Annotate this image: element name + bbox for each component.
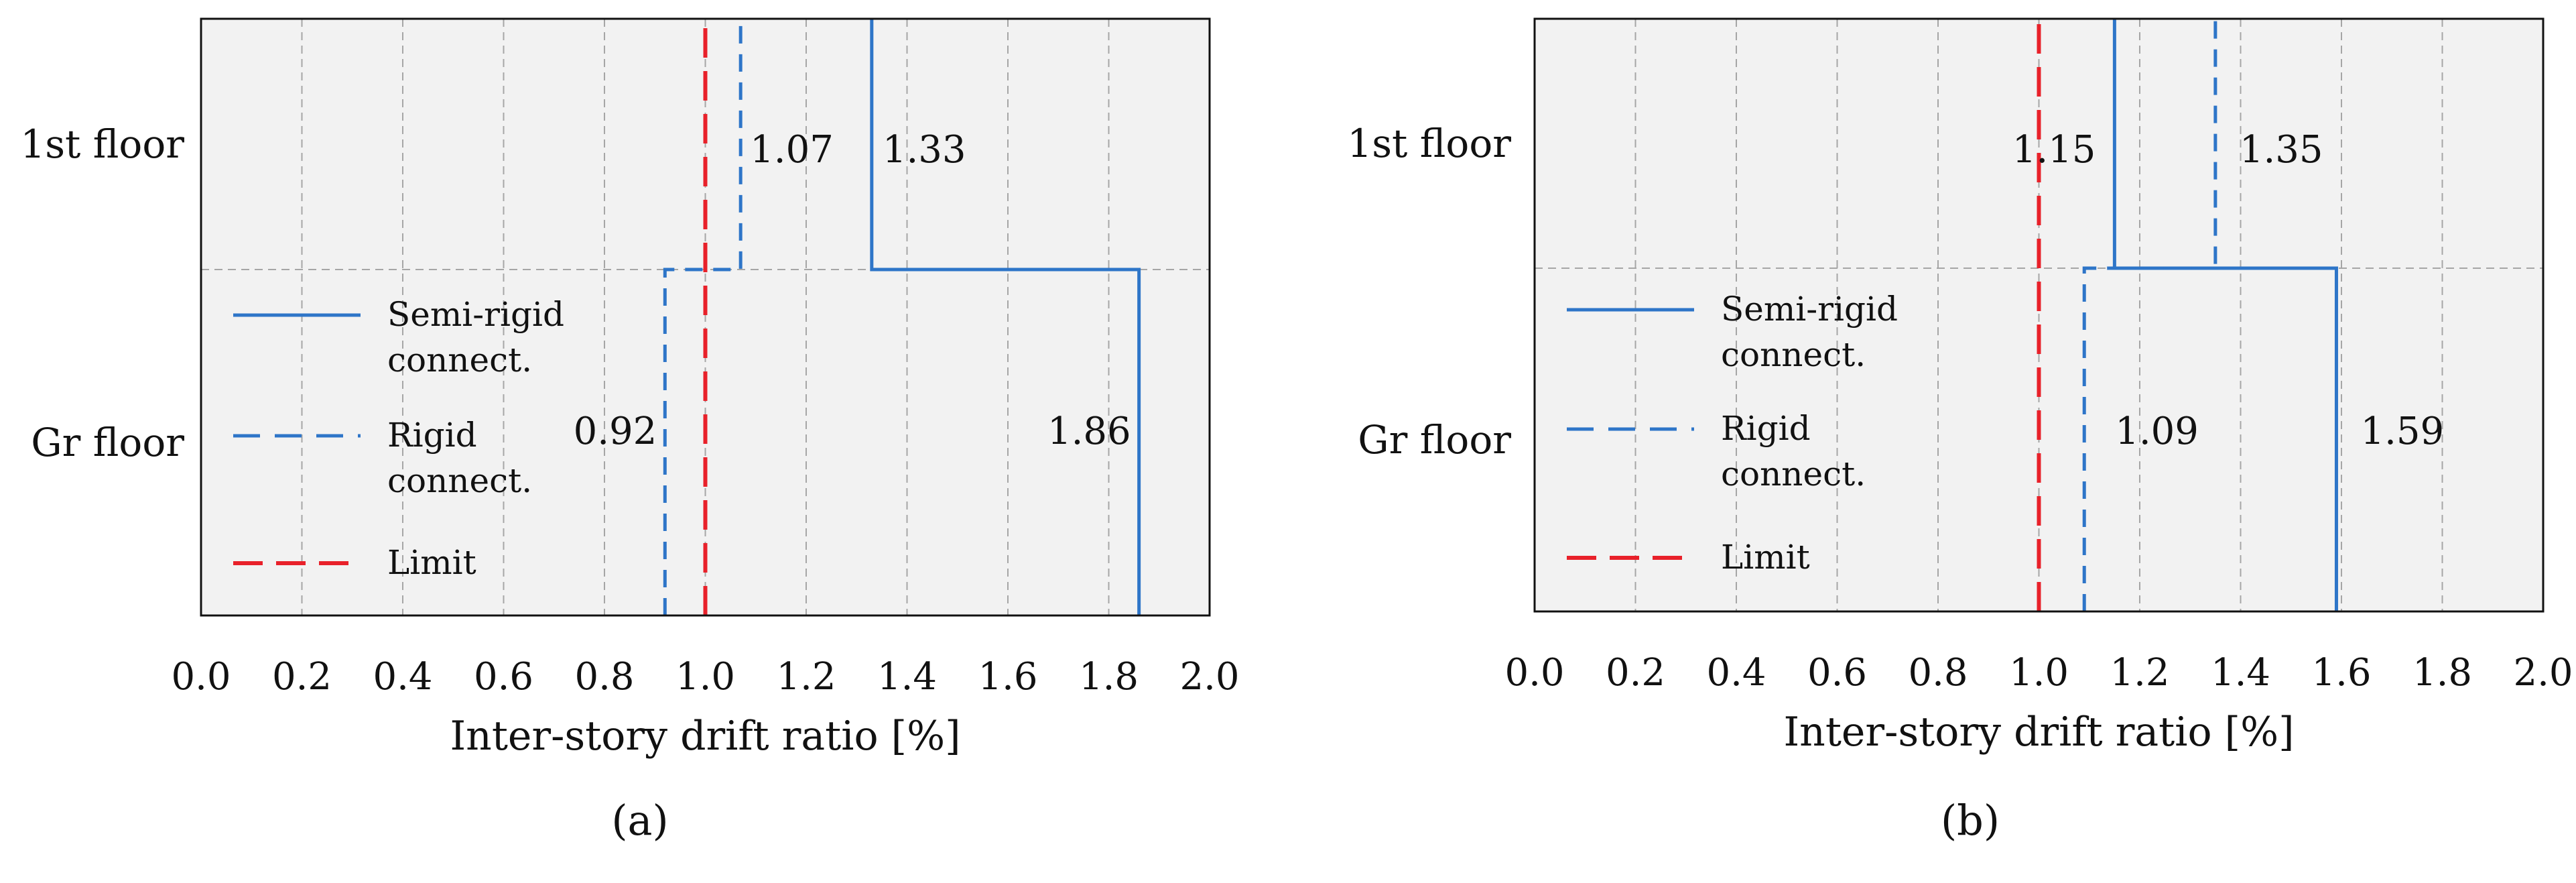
x-axis-title: Inter-story drift ratio [%] — [450, 713, 960, 760]
x-tick-label: 0.6 — [474, 655, 533, 699]
series-line-semi-rigid-connect — [2112, 19, 2338, 611]
legend-label-line: Rigid — [1721, 409, 1821, 448]
data-label: 1.33 — [883, 128, 966, 172]
x-tick-label: 1.0 — [2009, 651, 2069, 695]
x-tick-label: 1.0 — [675, 655, 735, 699]
x-tick-label: 1.6 — [978, 655, 1037, 699]
series-line-semi-rigid-connect — [870, 19, 1141, 615]
panel-label: (a) — [611, 796, 668, 845]
x-tick-label: 2.0 — [2513, 651, 2573, 695]
series-line-rigid-connect — [663, 19, 743, 615]
data-label: 1.35 — [2240, 128, 2323, 172]
x-tick-label: 0.4 — [373, 655, 432, 699]
x-tick-label: 1.6 — [2311, 651, 2371, 695]
plot-frame — [1533, 17, 2545, 613]
data-label: 1.07 — [750, 128, 834, 172]
legend-label-line: connect. — [1721, 335, 1866, 374]
legend-label: Rigid connect. — [1721, 409, 1866, 493]
y-category-label: 1st floor — [20, 121, 184, 167]
x-tick-label: 0.8 — [574, 655, 634, 699]
data-label: 0.92 — [574, 410, 657, 453]
x-tick-label: 1.2 — [2110, 651, 2169, 695]
data-label: 1.86 — [1047, 410, 1131, 453]
legend-label: Semi-rigid connect. — [387, 295, 575, 379]
legend-label: Semi-rigid connect. — [1721, 290, 1909, 374]
x-tick-label: 1.8 — [2412, 651, 2472, 695]
legend-label-line: Rigid — [387, 416, 488, 455]
data-label: 1.09 — [2115, 410, 2199, 453]
legend-label: Limit — [1721, 538, 1810, 577]
legend-label-line: connect. — [387, 461, 532, 500]
x-tick-label: 0.4 — [1706, 651, 1766, 695]
x-tick-label: 0.2 — [272, 655, 332, 699]
panel-label: (b) — [1941, 796, 2000, 845]
y-category-label: Gr floor — [31, 420, 184, 465]
series-line-rigid-connect — [2082, 19, 2217, 611]
y-category-label: 1st floor — [1347, 121, 1511, 166]
x-tick-label: 0.0 — [171, 655, 231, 699]
legend-label-line: Semi-rigid — [387, 295, 575, 334]
legend-label: Rigid connect. — [387, 416, 532, 500]
x-tick-label: 0.6 — [1807, 651, 1867, 695]
legend-label-line: Semi-rigid — [1721, 290, 1909, 329]
x-axis-title: Inter-story drift ratio [%] — [1783, 709, 2294, 756]
x-tick-label: 0.0 — [1504, 651, 1564, 695]
x-tick-label: 1.8 — [1079, 655, 1139, 699]
legend-label-line: connect. — [387, 341, 532, 379]
x-tick-label: 2.0 — [1179, 655, 1239, 699]
y-category-label: Gr floor — [1358, 417, 1511, 463]
x-tick-label: 1.2 — [776, 655, 836, 699]
data-label: 1.15 — [2012, 128, 2096, 172]
legend-label: Limit — [387, 543, 476, 582]
chart-panel-a: 1.86 1.33 0.92 1.07 0.0 0.2 0.4 0.6 0.8 1.0 1.2 1.4… — [20, 17, 1240, 845]
plot-frame — [200, 17, 1211, 617]
data-label: 1.59 — [2360, 410, 2444, 453]
x-tick-label: 0.2 — [1606, 651, 1665, 695]
legend-label-line: connect. — [1721, 455, 1866, 493]
chart-panel-b: 1.59 1.15 1.09 1.35 0.0 0.2 0.4 0.6 0.8 1.0 1.2 1.4… — [1347, 17, 2573, 845]
x-tick-label: 1.4 — [877, 655, 937, 699]
x-tick-label: 0.8 — [1908, 651, 1968, 695]
x-tick-label: 1.4 — [2211, 651, 2270, 695]
